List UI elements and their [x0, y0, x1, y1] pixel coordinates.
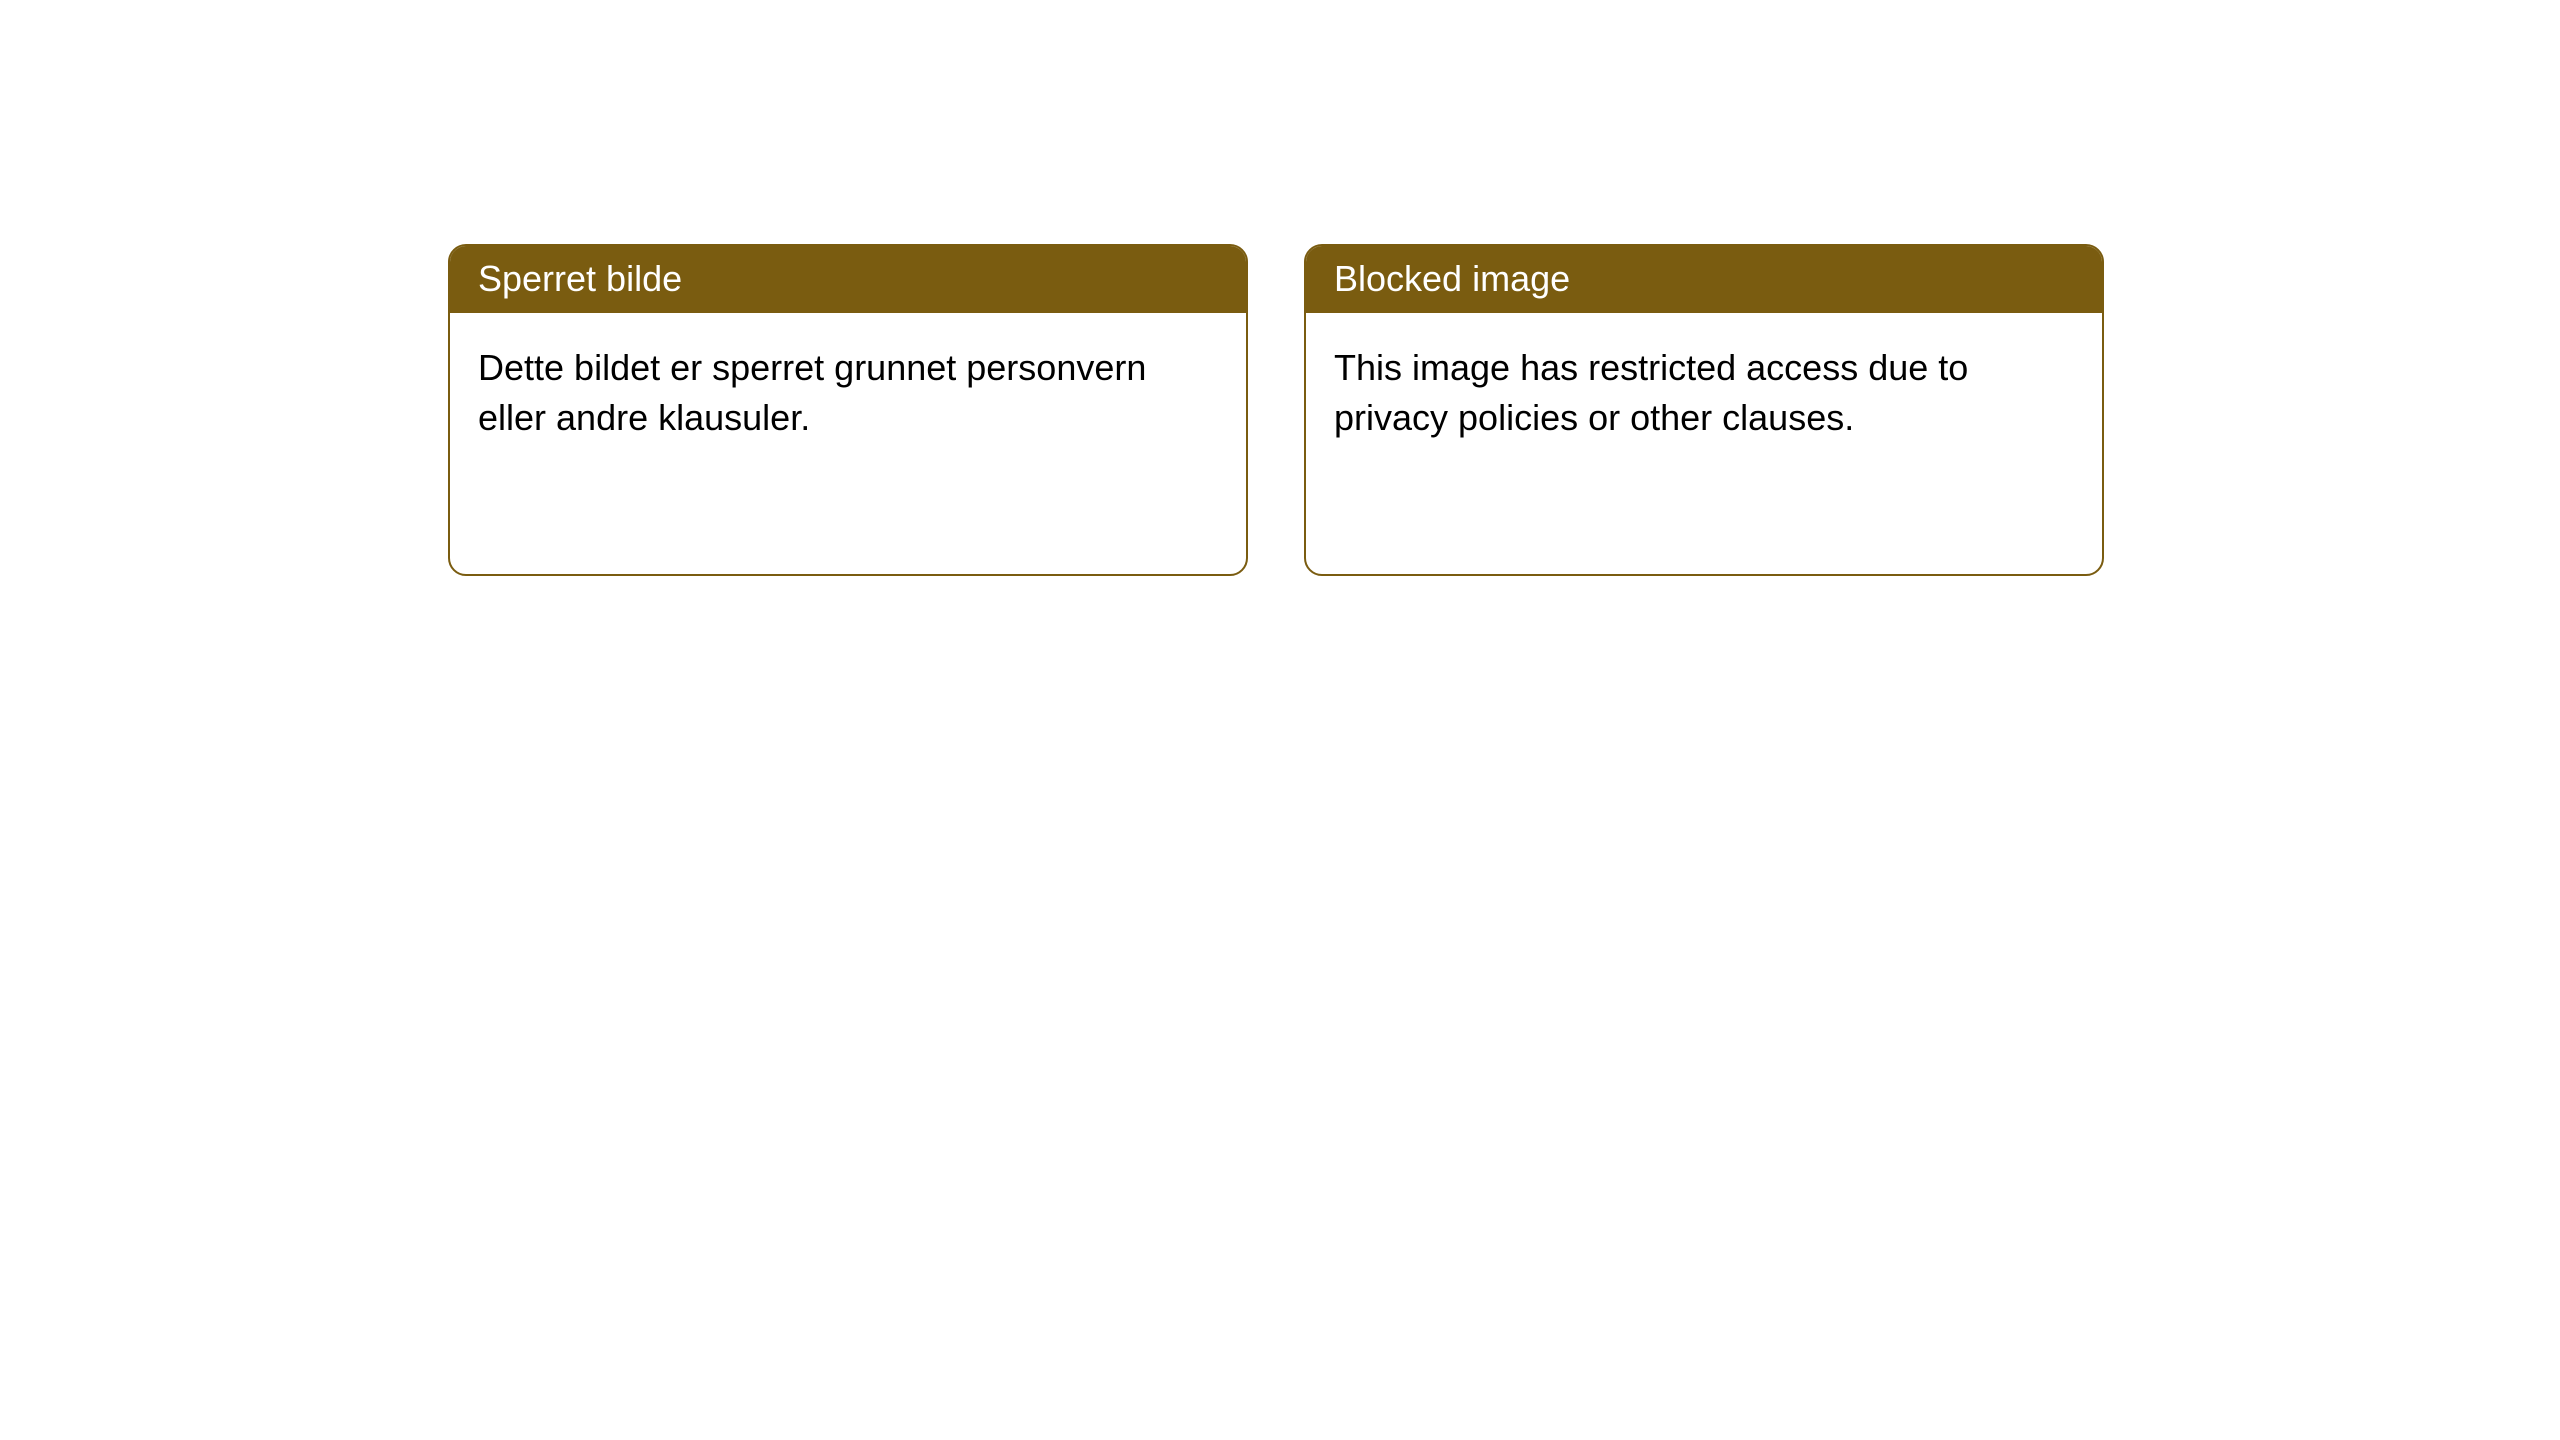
notice-body: This image has restricted access due to …	[1306, 313, 2102, 474]
notice-box-english: Blocked image This image has restricted …	[1304, 244, 2104, 576]
notice-box-norwegian: Sperret bilde Dette bildet er sperret gr…	[448, 244, 1248, 576]
notices-container: Sperret bilde Dette bildet er sperret gr…	[0, 0, 2560, 576]
notice-header: Sperret bilde	[450, 246, 1246, 313]
notice-body: Dette bildet er sperret grunnet personve…	[450, 313, 1246, 474]
notice-header: Blocked image	[1306, 246, 2102, 313]
